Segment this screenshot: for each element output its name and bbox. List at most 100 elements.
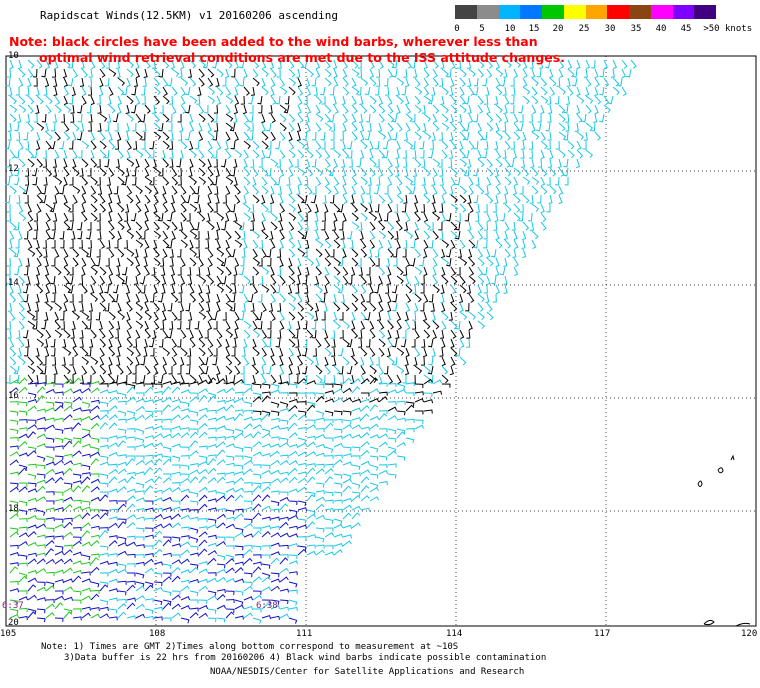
wind-barb <box>243 320 252 329</box>
wind-barb <box>396 441 406 448</box>
wind-barb <box>538 158 543 168</box>
wind-barb <box>441 383 451 388</box>
wind-barb <box>342 122 347 133</box>
wind-barb <box>81 248 90 257</box>
wind-barb <box>585 86 590 97</box>
wind-barb <box>243 185 249 195</box>
wind-barb <box>189 381 199 386</box>
wind-barb <box>99 86 104 97</box>
wind-barb <box>373 185 380 195</box>
wind-barb <box>482 266 488 276</box>
wind-barb <box>360 404 370 412</box>
wind-barb <box>504 248 511 258</box>
wind-barb <box>375 86 380 96</box>
wind-barb <box>18 607 28 612</box>
wind-barb <box>396 104 401 115</box>
wind-barb <box>234 553 244 558</box>
wind-barb <box>144 517 154 522</box>
wind-barb <box>405 382 415 387</box>
wind-barb <box>535 122 542 132</box>
wind-barb <box>270 572 280 578</box>
wind-barb <box>51 293 56 303</box>
wind-barb <box>162 476 172 484</box>
wind-barb <box>547 95 552 105</box>
wind-barb <box>540 203 545 214</box>
wind-barb <box>358 338 363 348</box>
wind-barb <box>81 541 92 547</box>
wind-barb <box>468 203 474 214</box>
wind-barb <box>27 569 38 575</box>
wind-barb <box>180 401 190 408</box>
wind-barb <box>177 113 182 123</box>
wind-barb <box>108 451 119 457</box>
wind-barb <box>234 356 242 366</box>
wind-barb <box>18 95 26 105</box>
wind-barb <box>540 131 547 141</box>
wind-barb <box>207 550 218 556</box>
wind-barb <box>288 398 299 403</box>
wind-barb <box>342 104 349 114</box>
wind-barb <box>114 140 120 150</box>
wind-barb <box>554 95 560 105</box>
wind-barb <box>504 113 509 124</box>
wind-barb <box>108 396 118 403</box>
wind-barb <box>90 513 100 520</box>
wind-barb <box>9 509 19 516</box>
wind-barb <box>108 356 113 367</box>
wind-barb <box>162 176 170 186</box>
wind-barb <box>207 167 214 177</box>
wind-barb <box>153 203 158 214</box>
wind-barb <box>333 533 344 538</box>
wind-barb <box>225 284 233 294</box>
wind-barb <box>234 379 244 385</box>
wind-barb <box>459 68 467 78</box>
wind-barb <box>162 572 172 577</box>
wind-barb <box>18 526 28 531</box>
wind-barb <box>50 230 56 240</box>
wind-barb <box>558 149 566 159</box>
wind-barb <box>288 413 298 421</box>
wind-barb <box>140 113 146 123</box>
wind-barb <box>261 563 271 569</box>
wind-barb <box>549 77 557 87</box>
wind-barb <box>171 293 179 303</box>
wind-barb <box>423 320 431 330</box>
wind-barb <box>468 230 475 240</box>
wind-barb <box>288 365 293 376</box>
wind-barb <box>95 257 101 267</box>
wind-barb <box>387 221 395 231</box>
wind-barb <box>369 415 380 421</box>
wind-barb <box>88 77 93 87</box>
wind-barb <box>342 419 352 425</box>
wind-barb <box>549 68 554 79</box>
wind-barb <box>540 176 546 187</box>
wind-barb <box>96 158 101 168</box>
wind-barb <box>396 347 405 356</box>
wind-barb <box>36 203 42 214</box>
wind-barb <box>9 365 18 374</box>
wind-barb <box>202 365 209 375</box>
wind-barb <box>45 517 55 522</box>
wind-barb <box>35 104 40 114</box>
wind-barb <box>341 158 346 168</box>
wind-barb <box>189 491 199 498</box>
wind-barb <box>324 455 334 460</box>
wind-barb <box>548 104 553 114</box>
wind-barb <box>153 248 160 258</box>
wind-barb <box>198 460 209 466</box>
wind-barb <box>180 95 186 106</box>
wind-barb <box>439 203 444 213</box>
wind-barb <box>258 104 263 114</box>
wind-barb <box>247 95 254 105</box>
wind-barb <box>90 59 96 70</box>
wind-barb <box>180 535 190 540</box>
wind-barb <box>135 266 141 277</box>
wind-barb <box>387 293 392 304</box>
wind-barb <box>54 491 64 496</box>
wind-barb <box>81 571 91 576</box>
wind-barb <box>135 414 145 421</box>
wind-barb <box>279 77 285 87</box>
wind-barb <box>369 149 374 160</box>
wind-barb <box>63 257 69 268</box>
wind-barb <box>216 425 227 430</box>
